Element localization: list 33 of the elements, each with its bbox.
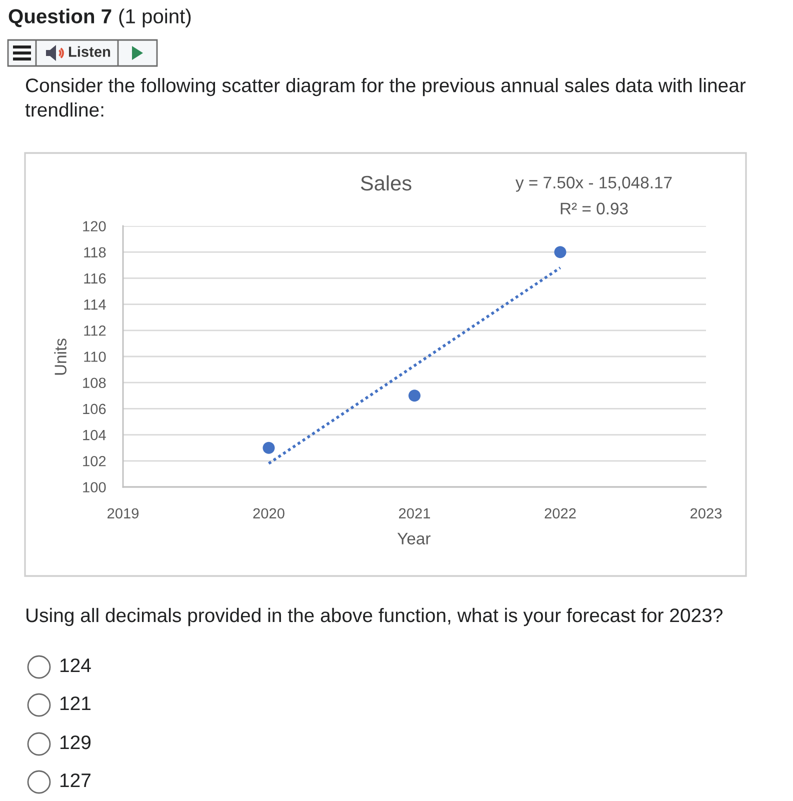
text: 121 [60,696,90,710]
y-tick-label: 118 [84,247,106,258]
x-tick-label: 2022 [544,508,576,519]
y-tick-label: 108 [83,378,106,388]
y-tick-label: 100 [83,482,106,492]
x-tick-label: 2021 [399,508,430,519]
text: 127 [60,773,90,788]
point [262,442,275,454]
y-axis-title: Units [54,338,66,375]
text: 124 [60,658,91,672]
x-tick-label: 2020 [253,508,284,519]
y-tick-label: 116 [84,273,106,284]
text: R² = 0.93 [560,202,628,214]
y-tick-label: 114 [84,300,106,310]
text: y = 7.50x - 15,048.17 [516,176,672,192]
y-tick-label: 104 [83,430,106,440]
chart-title: Sales [360,175,412,191]
text: Listen [68,46,110,57]
point [554,246,566,258]
text: 129 [60,735,91,750]
x-axis-title: Year [397,532,430,544]
y-tick-label: 110 [84,352,106,362]
text: Using all decimals provided in the above function, what is your forecast for 2023? [26,608,723,626]
x-tick-label: 2019 [108,508,139,519]
y-tick-label: 102 [83,456,106,466]
point [408,390,421,402]
text: (1 point) [119,8,191,28]
text: Question 7 [8,8,112,28]
x-tick-label: 2023 [690,508,722,519]
y-tick-label: 106 [83,404,106,414]
y-tick-label: 112 [84,326,106,336]
y-tick-label: 120 [83,221,106,232]
text: Consider the following scatter diagram for the previous annual sales data with linear trendline: [25,78,746,117]
